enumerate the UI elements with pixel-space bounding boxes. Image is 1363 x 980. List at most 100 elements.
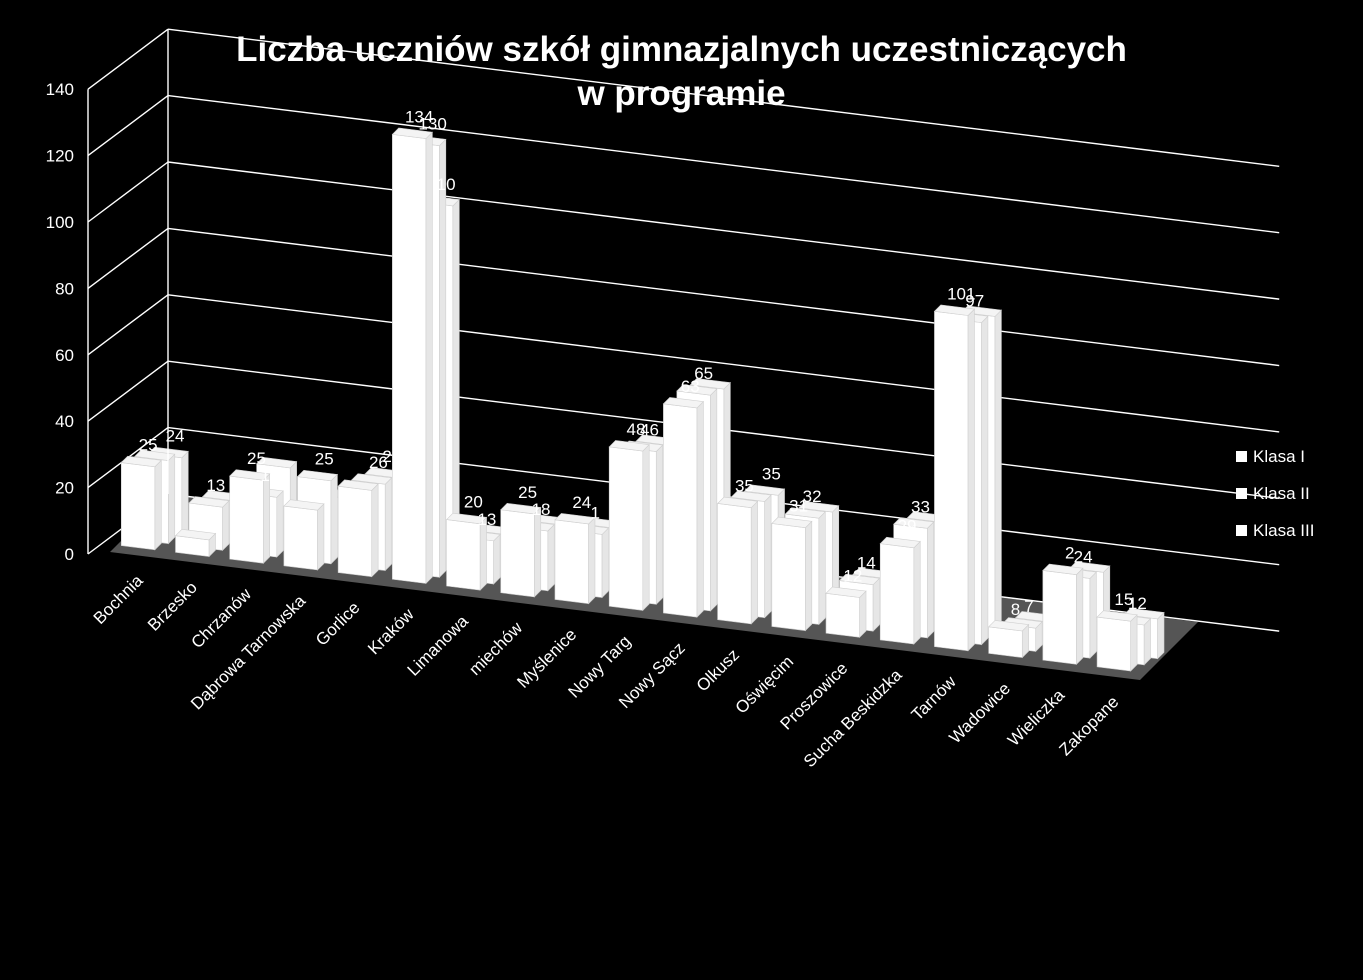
bar-chrzanów-s2-side [276,490,284,558]
bar-proszowice-s2-top [838,573,881,586]
bar-sucha-beskidzka-s1 [879,536,921,645]
data-label-bar-limanowa-s1: 20 [464,493,483,512]
bar-oświęcim-s1-front [771,523,806,631]
legend-swatch-2 [1236,488,1247,499]
data-label-bar-wadowice-s1: 8 [1011,600,1020,619]
data-label-bar-limanowa-s2: 13 [477,510,496,529]
bar-chrzanów-s3-top [256,457,298,469]
x-tick-label-brzesko: Brzesko [144,578,201,635]
bar-nowy-sącz-s1-front [663,403,698,618]
data-label-bar-proszowice-s1: 12 [843,566,862,585]
bar-dąbrowa-tarnowska-s1-top [283,499,325,511]
bar-miechów-s1-top [500,503,542,515]
bar-tarnów-s1-front [934,310,969,652]
bar-nowy-sącz-s3-top [689,378,731,390]
data-label-bar-nowy-sącz-s2: 65 [694,364,713,383]
bar-brzesko-s1 [174,529,217,558]
gridline-left-60 [87,294,169,356]
data-label-bar-zakopane-s1: 15 [1114,590,1133,609]
bar-nowy-sącz-s1 [662,397,705,618]
bar-limanowa-s1-front [446,519,481,591]
data-label-bar-bochnia-s1: 25 [139,436,158,455]
gridline-120 [167,94,1280,234]
bar-zakopane-s1-front [1096,616,1131,672]
data-label-bar-tarnów-s2: 97 [965,292,984,311]
chart-title-line-1: Liczba uczniów szkół gimnazjalnych uczes… [236,30,1127,69]
bar-sucha-beskidzka-s1-side [913,540,921,645]
bar-myślenice-s2-side [601,527,609,599]
data-label-bar-olkusz-s1: 35 [735,477,754,496]
bar-nowy-sącz-s1-side [696,400,704,618]
bar-chrzanów-s1-top [229,469,271,481]
x-tick-label-miechów: miechów [465,618,526,679]
bar-myślenice-s1-top [554,513,596,525]
data-label-bar-brzesko-s2: 13 [206,476,225,495]
bar-dąbrowa-tarnowska-s2-top [296,469,339,482]
bar-chrzanów-s1-side [263,473,271,564]
y-tick-label-60: 60 [55,346,74,365]
bar-sucha-beskidzka-s1-top [879,536,921,549]
data-label-bar-myślenice-s1: 24 [572,493,591,512]
data-label-bar-oświęcim-s2: 32 [803,487,822,506]
bar-dąbrowa-tarnowska-s2-side [330,473,338,565]
bar-bochnia-s2-top [134,449,176,461]
bar-oświęcim-s1-side [805,520,813,632]
bar-zakopane-s1-top [1096,610,1138,622]
gridline-left-80 [87,227,169,289]
bar-proszowice-s1 [825,586,867,639]
legend-label-1: Klasa I [1253,446,1305,466]
data-label-bar-myślenice-s2: 1 [591,503,600,522]
bar-bochnia-s2-side [168,453,176,545]
bar-proszowice-s1-front [825,592,860,638]
y-tick-label-20: 20 [55,479,74,498]
data-label-bar-kraków-s1: 134 [405,107,433,126]
x-tick-label-bochnia: Bochnia [90,571,147,628]
y-tick-label-40: 40 [55,412,74,431]
bar-wadowice-s1 [988,620,1030,659]
bar-gorlice-s1 [337,479,379,578]
bar-tarnów-s1-top [933,304,976,316]
bar-zakopane-s3-top [1123,608,1165,620]
bar-proszowice-s1-top [825,586,867,598]
gridline-100 [167,161,1280,300]
x-tick-label-kraków: Kraków [364,604,418,658]
data-label-bar-nowy-targ-s1: 48 [627,420,646,439]
x-tick-label-zakopane: Zakopane [1056,692,1123,759]
x-tick-label-gorlice: Gorlice [312,598,364,650]
bar-nowy-sącz-s1-top [662,397,705,409]
gridline-left-140 [87,28,169,90]
bar-brzesko-s2-top [188,496,230,508]
bar-bochnia-s1-side [154,459,162,551]
legend: Klasa I Klasa II Klasa III [1236,438,1314,549]
bar-olkusz-s2-side [764,494,772,619]
bar-oświęcim-s2-side [818,511,826,626]
bar-olkusz-s1-top [716,496,759,508]
data-label-bar-brzesko-s1: 5 [198,509,207,528]
bar-bochnia-s1 [120,455,162,551]
data-label-bar-kraków-s2: 130 [418,115,446,134]
y-tick-label-120: 120 [46,147,74,166]
bar-tarnów-s1 [933,304,976,652]
bar-miechów-s2-side [547,523,555,592]
bar-limanowa-s1 [445,512,488,591]
x-tick-label-dąbrowa-tarnowska: Dąbrowa Tarnowska [187,591,310,714]
bar-gorlice-s2-side [384,477,392,572]
data-label-bar-sucha-beskidzka-s1: 29 [898,517,917,536]
bar-limanowa-s1-top [445,512,488,525]
legend-swatch-1 [1236,451,1247,462]
bar-chrzanów-s1-front [229,475,264,564]
bar-wadowice-s1-front [988,626,1023,658]
bar-wadowice-s1-top [988,620,1030,632]
bar-wieliczka-s1-top [1042,563,1084,575]
bar-olkusz-s1-side [750,500,758,625]
bar-sucha-beskidzka-s2-top [893,517,935,529]
bar-myślenice-s1-front [554,519,589,604]
bar-dąbrowa-tarnowska-s1-side [317,503,325,571]
bar-miechów-s1-front [500,509,535,598]
bar-nowy-sącz-s2-side [710,388,718,612]
bar-sucha-beskidzka-s2-side [927,521,935,639]
legend-swatch-3 [1236,525,1247,536]
bar-limanowa-s2-side [493,533,501,585]
bar-tarnów-s1-side [967,308,975,652]
bar-kraków-s1-top [391,127,433,139]
